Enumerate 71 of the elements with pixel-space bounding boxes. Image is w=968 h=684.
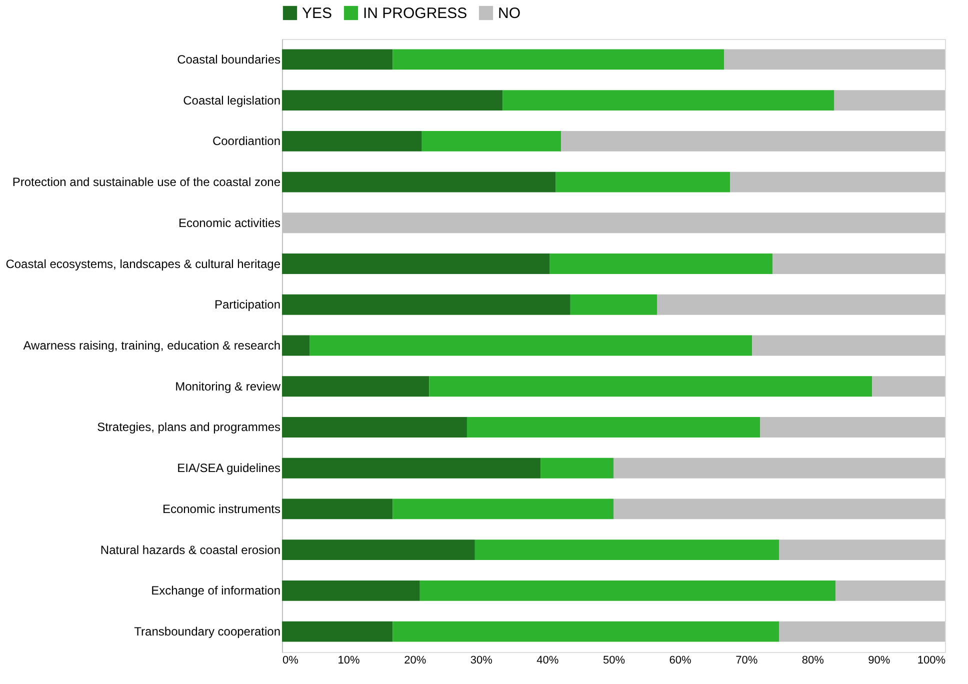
x-tick-label: 0%	[282, 654, 299, 666]
bar	[392, 49, 724, 70]
bar	[570, 294, 658, 315]
bar	[779, 540, 945, 560]
bar	[429, 376, 872, 397]
bar	[282, 172, 556, 192]
x-tick-label: 40%	[536, 654, 559, 666]
bar	[466, 417, 760, 438]
y-tick-label: Economic instruments	[162, 502, 280, 516]
y-tick-label: Awarness raising, training, education & research	[23, 338, 280, 352]
bar	[282, 580, 420, 601]
bar	[282, 621, 393, 642]
bar	[282, 376, 430, 397]
bar	[282, 90, 503, 111]
x-tick-label: 100%	[917, 654, 946, 666]
bar	[872, 376, 945, 397]
bar	[392, 621, 780, 642]
bar	[282, 540, 475, 560]
x-tick-label: 80%	[802, 654, 824, 666]
bar	[282, 498, 393, 520]
y-tick-label: Natural hazards & coastal erosion	[100, 542, 280, 557]
y-tick-label: Coordiantion	[212, 134, 280, 148]
x-tick-label: 30%	[470, 654, 493, 666]
y-tick-label: Coastal boundaries	[177, 52, 280, 66]
bar	[282, 294, 570, 315]
x-tick-label: 10%	[338, 654, 360, 666]
legend-label: YES	[302, 5, 332, 22]
x-tick-label: 60%	[669, 654, 692, 666]
y-tick-label: Exchange of information	[151, 584, 280, 598]
y-tick-label: EIA/SEA guidelines	[177, 461, 280, 476]
y-tick-label: Strategies, plans and programmes	[97, 420, 280, 434]
bar	[556, 172, 730, 192]
bar	[724, 49, 945, 70]
x-tick-label: 70%	[736, 654, 758, 666]
x-tick-label: 50%	[602, 654, 626, 666]
y-tick-label: Monitoring & review	[175, 379, 281, 394]
bar	[760, 417, 945, 438]
y-tick-label: Participation	[214, 298, 280, 312]
bar	[836, 580, 945, 601]
bar	[282, 130, 422, 152]
bar	[502, 90, 834, 111]
bar	[422, 130, 562, 152]
bar	[392, 498, 614, 520]
bar	[282, 458, 541, 478]
legend-label: NO	[498, 5, 520, 22]
bar	[752, 335, 945, 356]
bar	[779, 621, 945, 642]
bar	[614, 458, 945, 478]
bar	[540, 458, 614, 478]
y-tick-label: Protection and sustainable use of the coastal zone	[12, 175, 281, 190]
bar	[550, 254, 773, 274]
y-tick-label: Economic activities	[178, 216, 280, 230]
bar	[282, 49, 393, 70]
y-tick-label: Coastal legislation	[183, 93, 280, 108]
bar	[657, 294, 945, 315]
bar	[772, 254, 945, 274]
x-tick-label: 90%	[868, 654, 890, 666]
bar	[282, 335, 310, 356]
bar	[420, 580, 836, 601]
bar	[474, 540, 780, 560]
bar	[614, 498, 945, 520]
legend-label: IN PROGRESS	[363, 5, 468, 22]
bar	[310, 335, 752, 356]
bar	[561, 130, 945, 152]
x-tick-label: 20%	[404, 654, 426, 666]
y-tick-label: Coastal ecosystems, landscapes & cultural heritage	[6, 256, 281, 271]
bar	[282, 254, 550, 274]
bar	[834, 90, 945, 111]
y-tick-label: Transboundary cooperation	[134, 624, 280, 639]
bar	[730, 172, 945, 192]
bar	[282, 417, 467, 438]
